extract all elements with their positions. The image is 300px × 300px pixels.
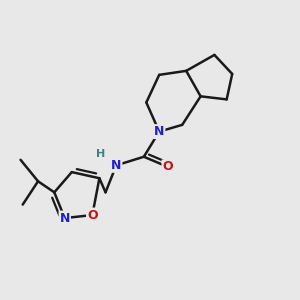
Text: N: N [111, 159, 122, 172]
Text: O: O [87, 208, 98, 221]
Text: N: N [59, 212, 70, 225]
Text: O: O [163, 160, 173, 173]
Text: H: H [96, 149, 105, 159]
Text: N: N [154, 125, 164, 138]
